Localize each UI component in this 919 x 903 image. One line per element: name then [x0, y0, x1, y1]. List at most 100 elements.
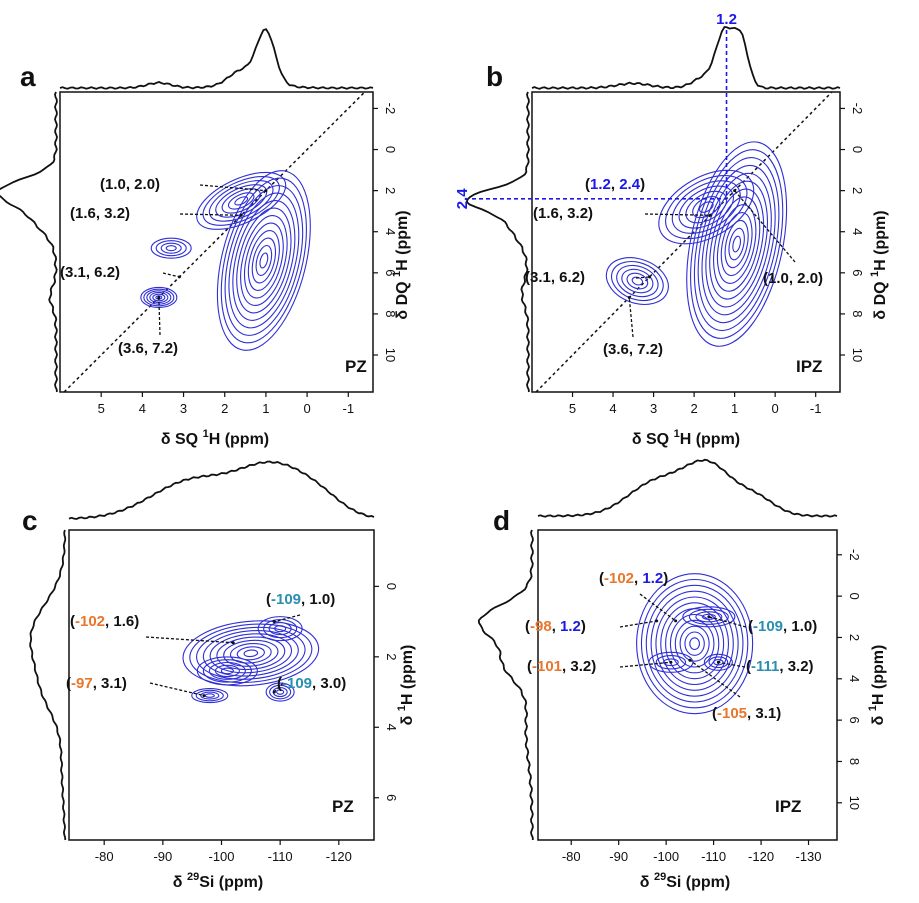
xlabel-label-part: δ [173, 874, 187, 891]
label-segment: ) [581, 618, 586, 635]
label-segment: -105 [717, 705, 747, 722]
y-tick-label: 6 [850, 269, 865, 276]
peak-label: (1.0, 2.0) [100, 176, 160, 193]
contour-group [140, 170, 311, 351]
xlabel-label-sup: 1 [674, 428, 680, 440]
peak-label: (-101, 3.2) [527, 658, 596, 675]
peak-marker [655, 619, 659, 623]
peak-leader-line [639, 593, 677, 622]
y-tick-label: 4 [847, 675, 862, 682]
contour-line [204, 693, 215, 698]
x-tick-label: -1 [343, 401, 355, 416]
label-segment: , [634, 570, 642, 587]
peak-label: (-105, 3.1) [712, 705, 781, 722]
x-tick-label: 3 [180, 401, 187, 416]
contour-line [276, 689, 285, 695]
peak-marker [708, 213, 712, 217]
label-segment: -102 [75, 613, 105, 630]
contour-line [669, 613, 720, 674]
y-tick-label: -2 [850, 103, 865, 115]
y-tick-label: 10 [847, 796, 862, 810]
xlabel-label-part: δ SQ [161, 431, 203, 448]
contour-line [682, 606, 736, 628]
peak-leader-line [635, 276, 650, 279]
peak-marker [669, 660, 673, 664]
xlabel-axis-label: δ SQ 1H (ppm) [161, 428, 269, 448]
contour-line [648, 651, 694, 673]
contour-line [708, 656, 729, 669]
contour-line [650, 590, 739, 697]
x-tick-label: -120 [748, 849, 774, 864]
label-segment: (3.1, 6.2) [525, 269, 585, 286]
peak-leader-line [179, 213, 242, 216]
contour-line [255, 244, 273, 277]
peak-leader-line [162, 272, 180, 278]
top-projection [537, 458, 838, 518]
highlight-y-value: 2.4 [454, 188, 471, 210]
label-segment: 1.2 [560, 618, 581, 635]
contour-line [274, 625, 287, 633]
contour-line [663, 658, 679, 667]
contour-line [665, 175, 748, 240]
peak-marker [716, 660, 720, 664]
y-tick-label: 6 [383, 269, 398, 276]
y-tick-label: 4 [384, 724, 399, 731]
ylabel-label-part: δ [870, 711, 887, 725]
contour-line [732, 235, 742, 253]
ylabel-label-sup: 1 [391, 271, 403, 277]
x-tick-label: 5 [98, 401, 105, 416]
x-tick-label: 5 [569, 401, 576, 416]
label-segment: , [552, 618, 560, 635]
peak-leader-line [274, 614, 301, 623]
peak-marker [674, 619, 678, 623]
y-tick-label: 2 [383, 187, 398, 194]
peak-marker [707, 615, 711, 619]
x-tick-label: 1 [262, 401, 269, 416]
contour-line [247, 229, 280, 291]
contour-line [196, 656, 258, 686]
contour-line [143, 288, 175, 307]
label-segment: 1.2 [642, 570, 663, 587]
contour-line [695, 611, 723, 623]
peak-leader-line [628, 297, 634, 338]
peak-marker [157, 295, 161, 299]
contour-line [701, 172, 772, 316]
side-projection [29, 529, 67, 841]
label-segment: ( [277, 675, 282, 692]
sample-label: PZ [345, 357, 367, 376]
peak-label: (1.6, 3.2) [533, 205, 593, 222]
y-tick-label: 8 [847, 758, 862, 765]
y-tick-label: 4 [383, 228, 398, 235]
panel-label-a: a [20, 61, 36, 92]
ylabel-label-part: δ DQ [394, 277, 411, 320]
contour-line [234, 196, 249, 206]
label-segment: (1.0, 2.0) [100, 176, 160, 193]
contour-line [227, 192, 255, 210]
contour-line [209, 633, 293, 674]
label-segment: -97 [71, 675, 93, 692]
xlabel-axis-label: δ SQ 1H (ppm) [632, 428, 740, 448]
x-tick-label: -110 [268, 849, 293, 864]
xlabel-label-sup: 1 [203, 428, 209, 440]
contour-line [684, 631, 705, 656]
label-segment: , 1.0) [301, 591, 335, 608]
x-tick-label: -1 [810, 401, 822, 416]
top-projection [68, 460, 375, 520]
label-segment: ( [746, 658, 751, 675]
contour-line [720, 212, 753, 277]
x-tick-label: 2 [690, 401, 697, 416]
contour-line [716, 204, 757, 284]
contour-line [636, 573, 754, 715]
label-segment: , 3.1) [93, 675, 127, 692]
x-tick-label: -120 [326, 849, 352, 864]
sample-label: IPZ [796, 357, 822, 376]
xlabel-label-part: δ SQ [632, 431, 674, 448]
contour-line [610, 260, 664, 302]
side-projection [0, 91, 58, 393]
peak-label: (-111, 3.2) [746, 658, 814, 675]
sample-label: IPZ [775, 797, 801, 816]
contour-line [228, 192, 300, 329]
x-tick-label: 2 [221, 401, 228, 416]
xlabel-label-sup: 29 [187, 871, 199, 883]
